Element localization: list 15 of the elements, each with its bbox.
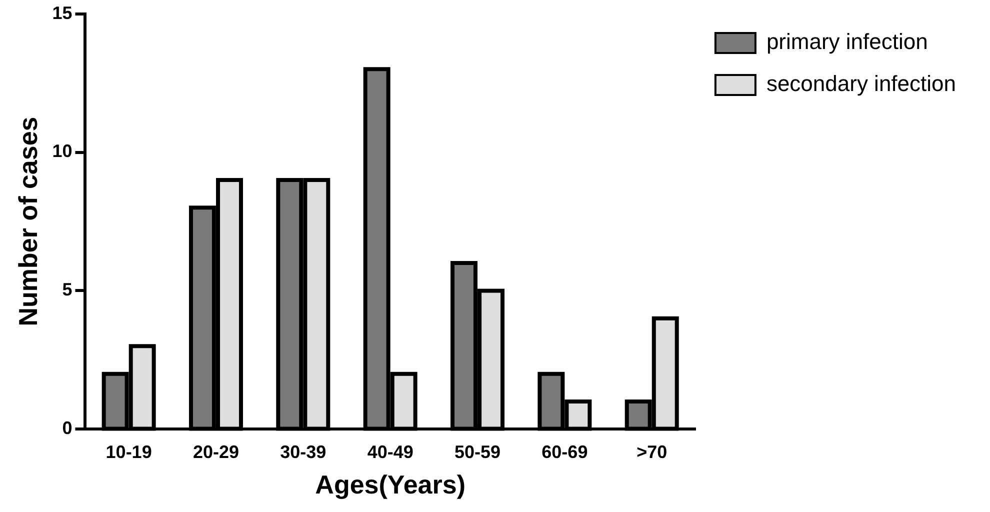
x-tick-label: 10-19 — [106, 442, 152, 462]
x-tick-label: 30-39 — [280, 442, 326, 462]
x-axis-title: Ages(Years) — [315, 470, 466, 500]
y-tick-label: 0 — [62, 418, 72, 438]
y-tick-label: 10 — [52, 141, 72, 162]
x-tick-label: 40-49 — [367, 442, 414, 462]
y-tick-label: 5 — [62, 280, 72, 300]
legend-label: secondary infection — [766, 71, 956, 96]
x-tick-label: 60-69 — [542, 442, 588, 462]
x-tick-label: >70 — [636, 442, 668, 462]
y-axis-title: Number of cases — [12, 116, 43, 326]
x-tick-label: 20-29 — [192, 442, 240, 462]
y-tick-label: 15 — [52, 2, 72, 23]
legend-label: primary infection — [766, 29, 928, 54]
x-tick-label: 50-59 — [454, 442, 501, 462]
